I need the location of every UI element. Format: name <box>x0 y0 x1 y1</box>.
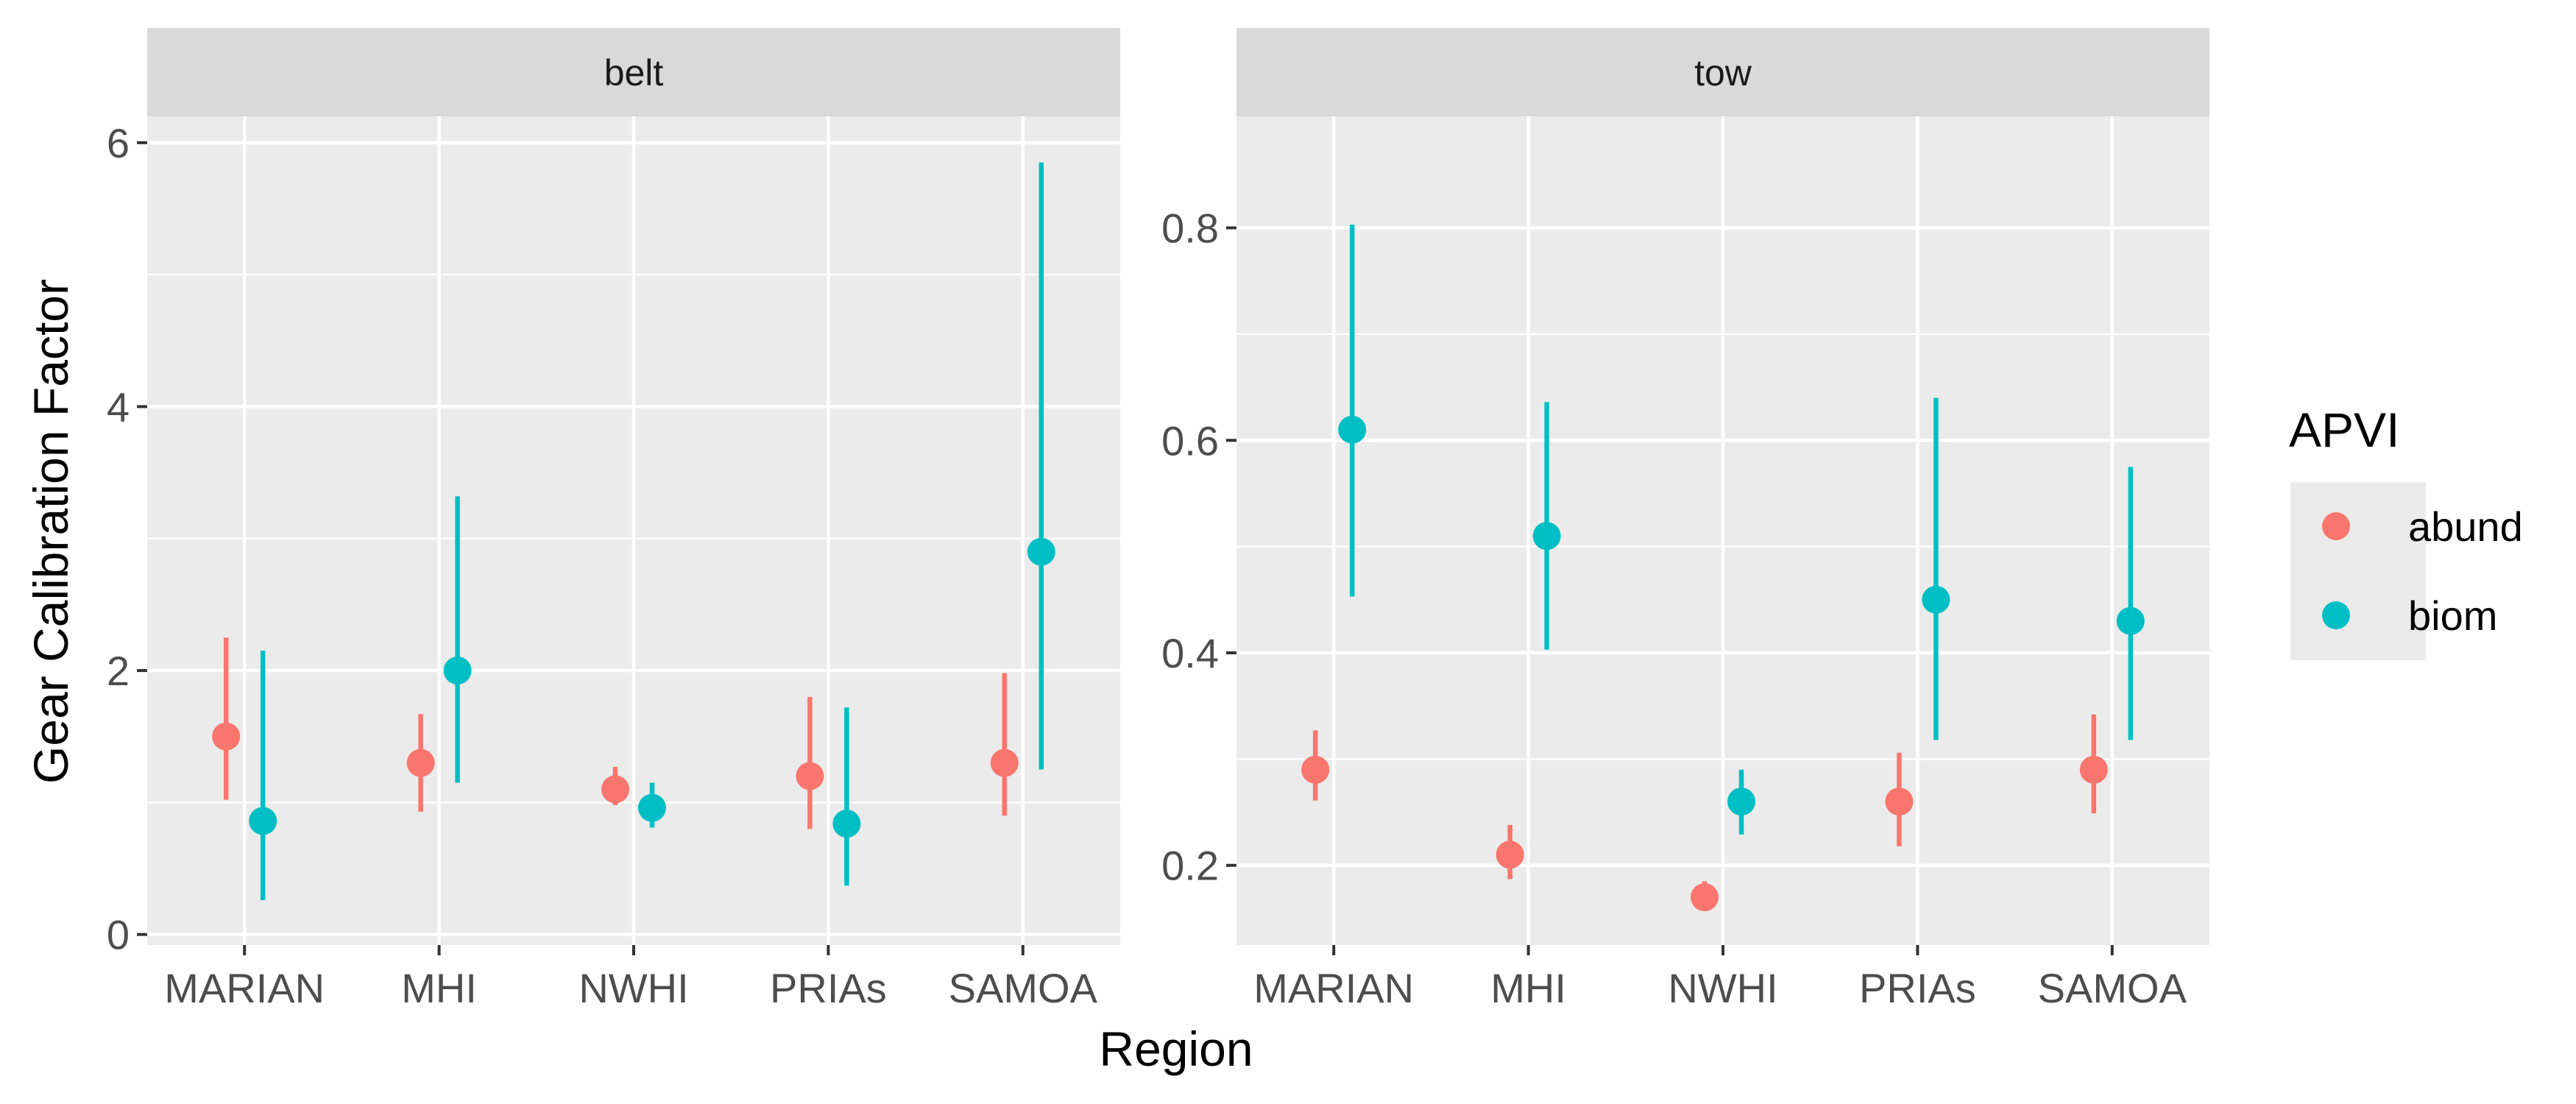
y-tick-label: 0.6 <box>1161 417 1219 464</box>
legend-item-abund: abund <box>2322 503 2523 550</box>
data-point-biom <box>832 810 861 838</box>
x-tick-label: MHI <box>1490 965 1566 1011</box>
data-point-abund <box>990 749 1019 777</box>
x-tick-label: SAMOA <box>2038 965 2187 1011</box>
data-point-abund <box>1885 788 1914 816</box>
data-point-abund <box>212 722 241 751</box>
x-tick-label: MARIAN <box>1253 965 1414 1011</box>
data-point-abund <box>1496 841 1524 869</box>
y-tick-label: 0.2 <box>1161 843 1219 889</box>
data-point-abund <box>796 762 824 790</box>
facet-panels: belt 0 2 4 6 MARIAN MHI NWHI PRIAs SAMOA tow 0.2 0.4… <box>107 28 2209 1011</box>
data-point-biom <box>638 793 666 822</box>
y-tick-label: 0 <box>107 912 130 958</box>
legend-label-abund: abund <box>2408 503 2523 550</box>
x-tick-label: PRIAs <box>1859 965 1976 1011</box>
data-point-biom <box>1922 585 1950 614</box>
x-tick-label: PRIAs <box>770 965 887 1011</box>
data-point-biom <box>249 807 277 835</box>
legend-label-biom: biom <box>2408 592 2497 639</box>
data-point-biom <box>1532 522 1561 551</box>
data-point-biom <box>2116 606 2145 635</box>
y-tick-label: 2 <box>107 648 130 694</box>
x-tick-label: MARIAN <box>164 965 325 1011</box>
x-tick-label: MHI <box>401 965 477 1011</box>
strip-tow-background <box>1236 28 2209 116</box>
data-point-biom <box>1727 788 1755 816</box>
y-tick-label: 4 <box>107 383 130 430</box>
legend-key-background <box>2290 482 2426 660</box>
legend-item-biom: biom <box>2322 592 2497 639</box>
legend-key-abund <box>2322 512 2350 540</box>
strip-label-tow: tow <box>1694 52 1752 93</box>
strip-belt-background <box>147 28 1120 116</box>
data-point-biom <box>1027 537 1055 566</box>
x-axis-title: Region <box>1099 1022 1253 1076</box>
data-point-biom <box>1338 415 1367 444</box>
data-point-abund <box>406 749 435 777</box>
y-tick-label: 0.8 <box>1161 205 1219 252</box>
data-point-abund <box>2079 755 2108 784</box>
panel-tow: tow 0.2 0.4 0.6 0.8 MARIAN MHI NWHI PRIAs SAMOA <box>1161 28 2209 1011</box>
data-point-abund <box>1691 883 1719 912</box>
data-point-abund <box>601 775 629 804</box>
data-point-abund <box>1301 755 1330 784</box>
legend: APVI abund biom <box>2289 403 2523 660</box>
legend-key-biom <box>2322 601 2350 629</box>
legend-title: APVI <box>2289 403 2399 457</box>
panel-belt: belt 0 2 4 6 MARIAN MHI NWHI PRIAs SAMOA <box>107 28 1120 1011</box>
x-tick-label: NWHI <box>1668 965 1777 1011</box>
strip-label-belt: belt <box>604 52 664 93</box>
y-axis-title: Gear Calibration Factor <box>24 279 78 784</box>
y-tick-label: 0.4 <box>1161 630 1219 676</box>
data-point-biom <box>443 657 472 685</box>
y-tick-label: 6 <box>107 120 130 166</box>
x-tick-label: SAMOA <box>949 965 1098 1011</box>
x-tick-label: NWHI <box>578 965 688 1011</box>
